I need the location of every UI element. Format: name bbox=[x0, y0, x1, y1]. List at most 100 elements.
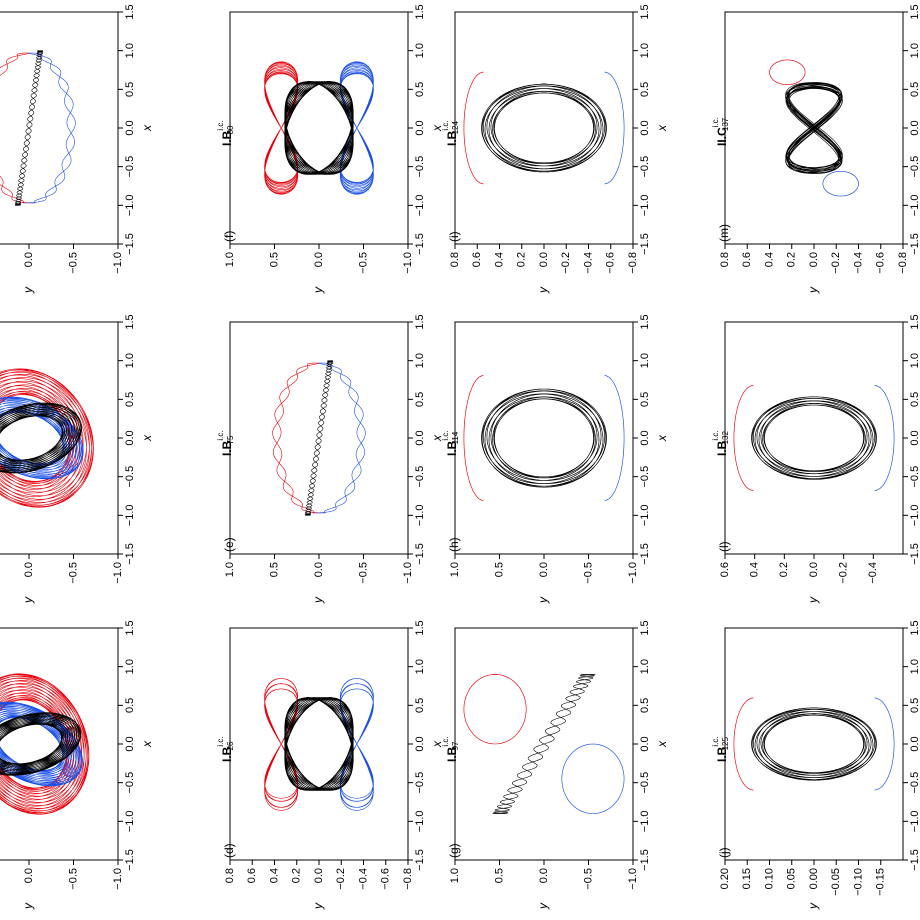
y-tick-label: −0.2 bbox=[335, 868, 347, 890]
y-axis-label: y bbox=[21, 286, 35, 294]
y-axis-label: y bbox=[536, 902, 550, 910]
orbit-body-1 bbox=[733, 385, 754, 491]
x-tick-label: −1.5 bbox=[909, 543, 920, 565]
orbit-body-2 bbox=[604, 71, 625, 185]
x-tick-label: 1.5 bbox=[414, 314, 426, 329]
y-tick-label: 0.5 bbox=[493, 562, 505, 577]
x-tick-label: −0.5 bbox=[639, 156, 651, 178]
orbit-body-3 bbox=[751, 707, 877, 781]
orbit-body-3 bbox=[304, 360, 334, 516]
y-tick-label: 0.2 bbox=[778, 562, 790, 577]
y-tick-label: −0.2 bbox=[560, 252, 572, 274]
y-tick-label: 0.2 bbox=[516, 252, 528, 267]
orbit-label: I.Bi.c.124 bbox=[441, 120, 460, 146]
y-axis-label: y bbox=[806, 902, 820, 910]
y-tick-label: −0.4 bbox=[357, 868, 369, 890]
orbit-body-2 bbox=[822, 171, 859, 197]
y-tick-label: −0.6 bbox=[380, 868, 392, 890]
x-tick-label: 1.5 bbox=[124, 314, 136, 329]
x-tick-label: 1.0 bbox=[639, 659, 651, 674]
y-tick-label: 0.5 bbox=[268, 252, 280, 267]
plot-frame bbox=[229, 11, 409, 245]
x-tick-label: 0.0 bbox=[124, 120, 136, 135]
orbit-plot bbox=[264, 678, 374, 811]
y-tick-label: 0.05 bbox=[786, 868, 798, 889]
x-tick-label: 0.0 bbox=[909, 736, 920, 751]
y-tick-label: −0.2 bbox=[830, 252, 842, 274]
y-tick-label: −1.0 bbox=[112, 252, 124, 274]
orbit-body-3 bbox=[14, 50, 44, 206]
x-tick-label: −1.0 bbox=[414, 504, 426, 526]
x-tick-label: 0.5 bbox=[124, 82, 136, 97]
x-tick-label: 1.0 bbox=[909, 43, 920, 58]
x-tick-label: 0.5 bbox=[414, 82, 426, 97]
orbit-body-1 bbox=[272, 362, 324, 514]
orbit-body-1 bbox=[463, 674, 527, 745]
orbit-plot bbox=[463, 375, 625, 501]
plot-frame bbox=[229, 627, 409, 861]
y-axis-label: y bbox=[311, 596, 325, 604]
orbit-body-3 bbox=[0, 402, 83, 474]
x-tick-label: 1.0 bbox=[124, 43, 136, 58]
orbit-body-3 bbox=[492, 674, 596, 814]
orbit-body-2 bbox=[314, 362, 366, 514]
orbit-body-3 bbox=[0, 712, 82, 776]
x-tick-label: −1.5 bbox=[909, 233, 920, 255]
y-tick-label: 0.6 bbox=[471, 252, 483, 267]
orbit-body-2 bbox=[0, 701, 83, 787]
x-tick-label: −0.5 bbox=[909, 156, 920, 178]
x-tick-label: 0.0 bbox=[639, 736, 651, 751]
y-tick-label: 0.4 bbox=[268, 868, 280, 883]
y-tick-label: −0.10 bbox=[852, 868, 864, 896]
y-axis-label: y bbox=[536, 286, 550, 294]
orbit-body-2 bbox=[604, 375, 625, 501]
y-axis-label: y bbox=[311, 902, 325, 910]
panel-h: −1.5−1.0−0.50.00.51.01.5x−1.0−0.50.00.51… bbox=[441, 314, 669, 604]
orbit-label: I.Bi.c.26 bbox=[216, 736, 235, 762]
orbit-plot bbox=[733, 697, 895, 791]
y-tick-label: 0.8 bbox=[224, 868, 236, 883]
panel-e: −1.5−1.0−0.50.00.51.01.5x−1.0−0.50.00.51… bbox=[216, 314, 444, 604]
y-tick-label: 0.20 bbox=[719, 868, 731, 889]
x-tick-label: −1.0 bbox=[414, 810, 426, 832]
y-tick-label: −0.05 bbox=[830, 868, 842, 896]
y-tick-label: 0.4 bbox=[493, 252, 505, 267]
y-tick-label: −0.8 bbox=[402, 868, 414, 890]
panel-letter: (i) bbox=[447, 231, 461, 242]
orbit-body-1 bbox=[0, 673, 90, 815]
x-tick-label: 1.5 bbox=[909, 314, 920, 329]
y-tick-label: 1.0 bbox=[224, 562, 236, 577]
x-tick-label: −0.5 bbox=[639, 466, 651, 488]
y-tick-label: 0.0 bbox=[313, 252, 325, 267]
x-tick-label: 0.5 bbox=[414, 698, 426, 713]
orbit-label: I.Bi.c.75 bbox=[216, 430, 235, 456]
x-tick-label: −0.5 bbox=[414, 156, 426, 178]
orbit-body-1 bbox=[463, 71, 484, 185]
y-tick-label: 0.0 bbox=[808, 562, 820, 577]
x-tick-label: −0.5 bbox=[414, 466, 426, 488]
x-axis-label: x bbox=[655, 740, 669, 748]
x-tick-label: −1.0 bbox=[639, 194, 651, 216]
x-tick-label: 0.0 bbox=[124, 736, 136, 751]
x-tick-label: 0.5 bbox=[909, 82, 920, 97]
orbit-body-1 bbox=[0, 52, 34, 204]
x-tick-label: 0.5 bbox=[639, 82, 651, 97]
orbit-plot bbox=[733, 385, 895, 491]
x-tick-label: 0.0 bbox=[909, 430, 920, 445]
y-tick-label: −0.6 bbox=[605, 252, 617, 274]
panel-unlabeled-0: −1.5−1.0−0.50.00.51.01.5x−1.0−0.50.00.51… bbox=[0, 620, 154, 910]
x-tick-label: −1.5 bbox=[414, 233, 426, 255]
orbit-label: I.Bi.c.125 bbox=[711, 736, 730, 762]
y-tick-label: 0.0 bbox=[808, 252, 820, 267]
x-tick-label: 0.5 bbox=[414, 392, 426, 407]
y-tick-label: 0.0 bbox=[313, 562, 325, 577]
y-tick-label: −1.0 bbox=[627, 562, 639, 584]
y-tick-label: 0.0 bbox=[538, 252, 550, 267]
x-tick-label: −0.5 bbox=[124, 156, 136, 178]
y-tick-label: 0.4 bbox=[763, 252, 775, 267]
x-tick-label: −1.5 bbox=[124, 233, 136, 255]
y-axis-label: y bbox=[806, 286, 820, 294]
orbit-label: II.Ci.c.137 bbox=[711, 117, 730, 146]
orbit-body-2 bbox=[339, 678, 374, 811]
orbit-plot bbox=[769, 59, 859, 197]
